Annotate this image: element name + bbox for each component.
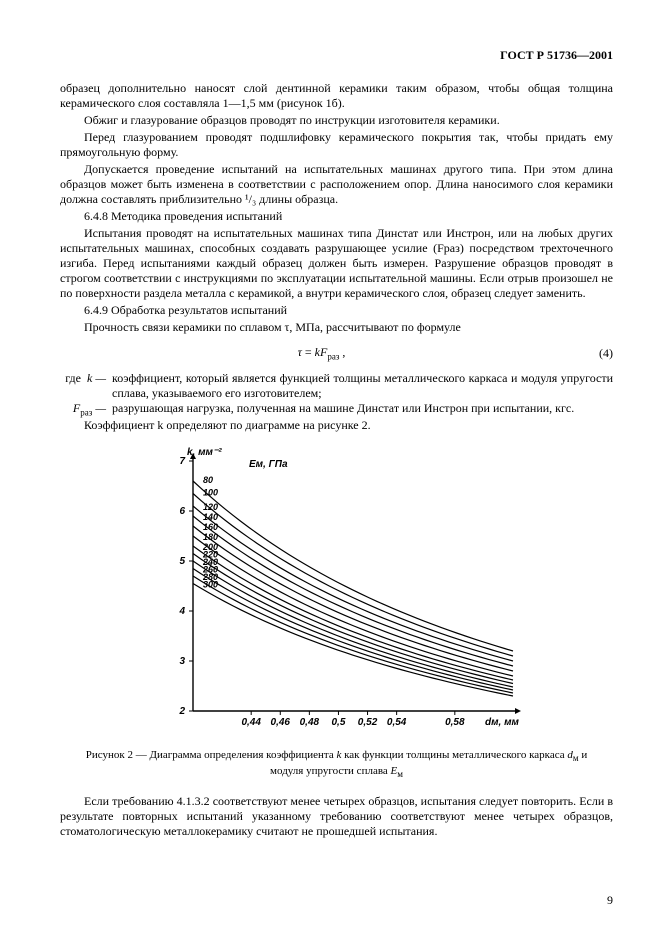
svg-text:Eм, ГПа: Eм, ГПа bbox=[249, 459, 288, 470]
paragraph: образец дополнительно наносят слой денти… bbox=[60, 81, 613, 111]
svg-text:0,44: 0,44 bbox=[241, 717, 261, 728]
svg-text:160: 160 bbox=[203, 522, 218, 532]
figure-caption: Рисунок 2 — Диаграмма определения коэффи… bbox=[80, 749, 593, 780]
paragraph: Прочность связи керамики по сплавом τ, М… bbox=[60, 320, 613, 335]
paragraph: Перед глазурованием проводят подшлифовку… bbox=[60, 130, 613, 160]
paragraph: Допускается проведение испытаний на испы… bbox=[60, 162, 613, 207]
svg-text:140: 140 bbox=[203, 512, 218, 522]
svg-text:0,5: 0,5 bbox=[331, 717, 345, 728]
svg-text:0,48: 0,48 bbox=[299, 717, 319, 728]
paragraph: Обжиг и глазурование образцов проводят п… bbox=[60, 113, 613, 128]
where-block: где k — коэффициент, который является фу… bbox=[60, 371, 613, 419]
page-number: 9 bbox=[607, 893, 613, 908]
paragraph: Коэффициент k определяют по диаграмме на… bbox=[60, 418, 613, 433]
where-text: разрушающая нагрузка, полученная на маши… bbox=[112, 401, 613, 419]
svg-text:180: 180 bbox=[203, 532, 218, 542]
equation: τ = kFраз , bbox=[60, 345, 583, 363]
svg-text:300: 300 bbox=[203, 580, 218, 590]
section-heading: 6.4.8 Методика проведения испытаний bbox=[60, 209, 613, 224]
svg-text:6: 6 bbox=[179, 506, 185, 517]
svg-text:5: 5 bbox=[179, 556, 185, 567]
where-text: коэффициент, который является функцией т… bbox=[112, 371, 613, 401]
svg-text:k, мм⁻²: k, мм⁻² bbox=[187, 447, 222, 458]
document-header: ГОСТ Р 51736—2001 bbox=[60, 48, 613, 63]
svg-text:dм, мм: dм, мм bbox=[485, 717, 519, 728]
svg-text:3: 3 bbox=[179, 656, 185, 667]
svg-text:2: 2 bbox=[178, 706, 185, 717]
where-symbol: Fраз — bbox=[60, 401, 112, 419]
svg-text:0,46: 0,46 bbox=[270, 717, 290, 728]
svg-text:80: 80 bbox=[203, 475, 213, 485]
section-heading: 6.4.9 Обработка результатов испытаний bbox=[60, 303, 613, 318]
paragraph: Испытания проводят на испытательных маши… bbox=[60, 226, 613, 301]
equation-number: (4) bbox=[583, 346, 613, 361]
equation-row: τ = kFраз , (4) bbox=[60, 345, 613, 363]
svg-text:0,58: 0,58 bbox=[445, 717, 465, 728]
k-diagram-chart: 2 3 4 5 6 7 0,44 0,46 0,48 0,5 0,52 0,54 0,58 k, мм⁻²… bbox=[147, 443, 527, 743]
svg-text:4: 4 bbox=[178, 606, 185, 617]
svg-text:120: 120 bbox=[203, 502, 218, 512]
svg-text:0,52: 0,52 bbox=[357, 717, 377, 728]
svg-text:100: 100 bbox=[203, 488, 218, 498]
svg-text:7: 7 bbox=[179, 456, 185, 467]
where-symbol: где k — bbox=[60, 371, 112, 401]
svg-text:0,54: 0,54 bbox=[386, 717, 406, 728]
paragraph: Если требованию 4.1.3.2 соответствуют ме… bbox=[60, 794, 613, 839]
chart-container: 2 3 4 5 6 7 0,44 0,46 0,48 0,5 0,52 0,54 0,58 k, мм⁻²… bbox=[147, 443, 527, 743]
page: ГОСТ Р 51736—2001 образец дополнительно … bbox=[0, 0, 661, 936]
